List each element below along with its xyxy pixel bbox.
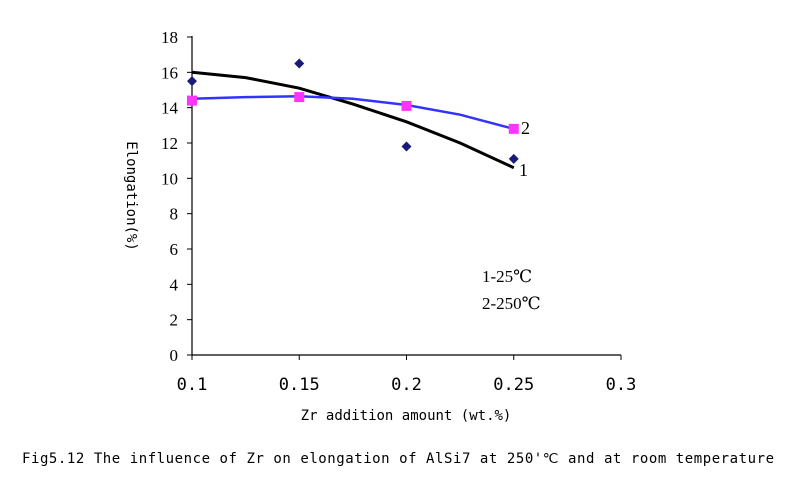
series-2-point — [508, 123, 519, 134]
x-tick-label: 0.2 — [391, 375, 422, 395]
series-1-trend-line — [191, 70, 515, 170]
series-1-point — [187, 76, 197, 87]
y-tick-label: 4 — [170, 275, 179, 294]
y-tick-label: 10 — [161, 169, 178, 188]
series-1-point — [401, 141, 412, 152]
y-tick-label: 2 — [170, 311, 179, 330]
marks — [187, 58, 519, 170]
legend-line-2: 2-250℃ — [482, 294, 541, 313]
y-tick-label: 14 — [161, 99, 179, 118]
y-tick-label: 6 — [170, 240, 179, 259]
series-1-label: 1 — [519, 160, 528, 180]
x-tick-label: 0.25 — [493, 375, 534, 395]
series-2-trend-line — [191, 94, 515, 131]
series-2-label: 2 — [521, 118, 530, 138]
series-1-point — [294, 58, 305, 69]
y-axis-label: Elongation(%) — [123, 141, 139, 251]
y-tick-label: 8 — [170, 205, 179, 224]
figure-caption: Fig5.12 The influence of Zr on elongatio… — [22, 451, 774, 467]
series-1-point — [508, 153, 519, 164]
y-tick-label: 0 — [170, 346, 179, 365]
x-axis-label: Zr addition amount (wt.%) — [301, 408, 512, 424]
y-tick-label: 12 — [161, 134, 178, 153]
y-tick-label: 16 — [161, 63, 178, 82]
y-tick-label: 18 — [161, 28, 178, 47]
series-2-point — [187, 95, 197, 106]
series-2-point — [401, 100, 412, 111]
x-tick-label: 0.1 — [177, 375, 208, 395]
x-tick-label: 0.15 — [279, 375, 320, 395]
legend-line-1: 1-25℃ — [482, 267, 532, 286]
x-tick-label: 0.3 — [606, 375, 637, 395]
series-2-point — [294, 92, 305, 103]
